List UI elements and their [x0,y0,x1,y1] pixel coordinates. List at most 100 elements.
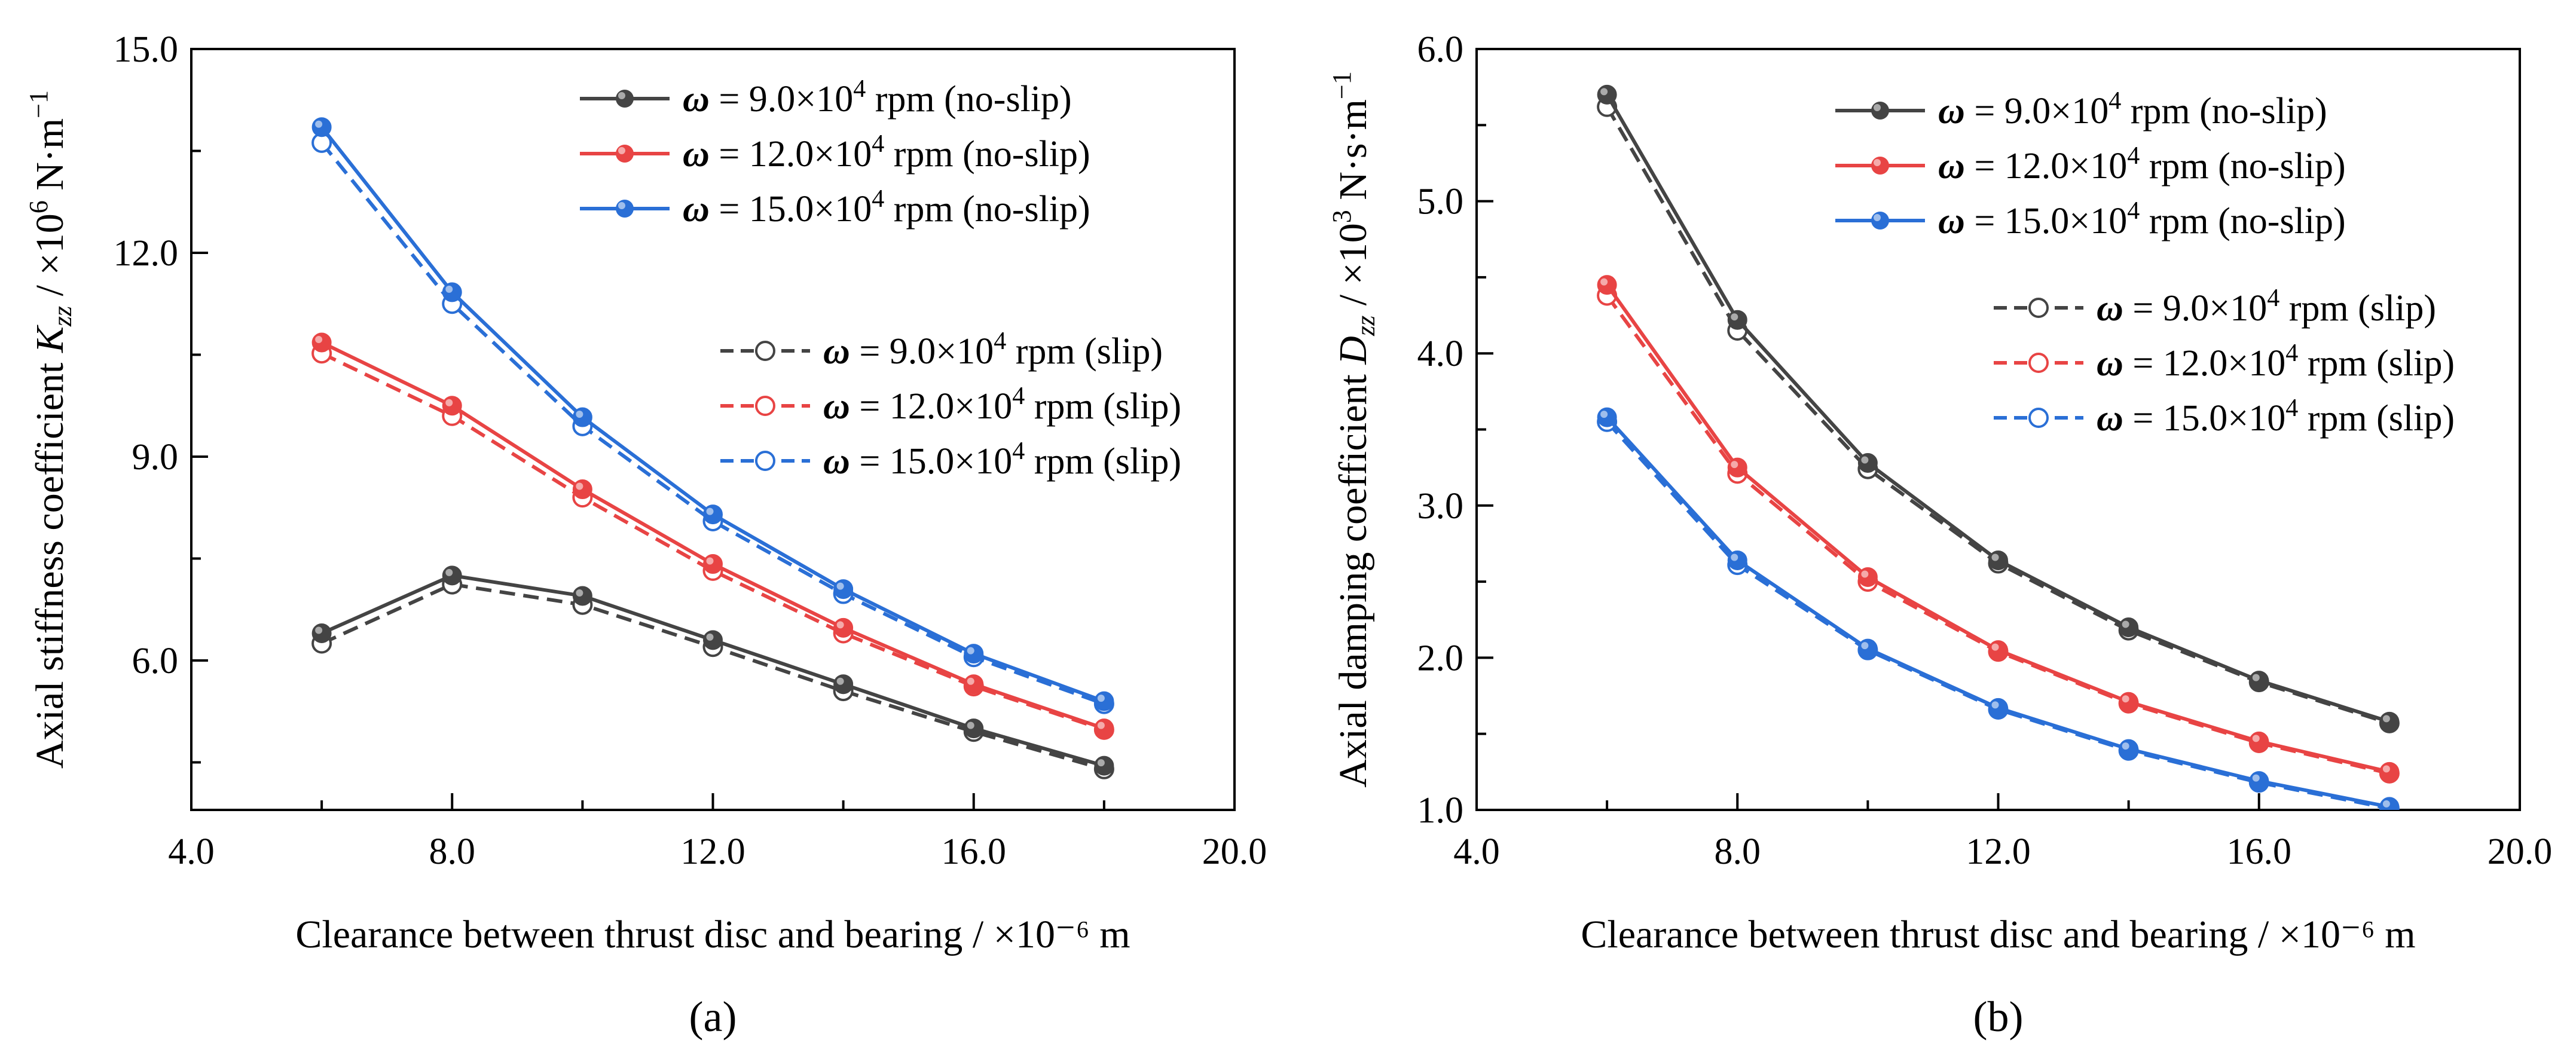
data-point-filled [311,623,332,643]
point-highlight [2122,620,2129,628]
point-highlight [2252,774,2260,782]
data-point-filled [2119,739,2139,759]
legend-item: ω = 15.0×104 rpm (slip) [1994,394,2455,439]
data-point-filled [1988,550,2008,570]
point-fill [703,630,723,650]
data-point-filled [1597,84,1617,105]
point-fill [442,282,462,302]
legend-marker-open [2028,353,2049,373]
data-point-filled [1597,407,1617,427]
point-highlight [1097,721,1105,729]
data-point-filled [1857,567,1878,587]
point-highlight [1600,411,1608,418]
point-highlight [1861,570,1869,578]
point-fill [1857,638,1878,659]
point-highlight [1861,642,1869,650]
point-fill [2249,731,2269,751]
point-fill [1094,691,1114,711]
point-fill [2379,761,2400,782]
legend-marker-open [755,451,775,471]
plot-area [311,117,1114,779]
legend-label: ω = 15.0×104 rpm (slip) [823,438,1181,482]
point-fill [1094,718,1114,739]
data-point-filled [572,586,592,606]
x-tick-label: 4.0 [168,831,215,872]
panel-a: 4.0 8.0 12.0 16.0 20.0 6.0 9.0 12.0 15.0 Clearanc… [24,29,1267,1041]
y-tick-label: 6.0 [1417,29,1464,70]
point-fill [964,718,984,739]
data-point-filled [442,282,462,302]
data-point-filled [442,565,462,586]
point-fill [2379,711,2400,732]
point-fill [1094,756,1114,776]
point-fill [1857,567,1878,587]
point-highlight [315,120,323,128]
legend-item: ω = 12.0×104 rpm (slip) [720,383,1181,427]
y-axis: 1.0 2.0 3.0 4.0 5.0 6.0 [1417,29,1493,831]
y-tick-label: 4.0 [1417,334,1464,374]
point-fill [833,617,854,638]
data-point-filled [2119,617,2139,637]
point-highlight [315,336,323,344]
data-point-filled [703,504,723,525]
data-point-filled [442,396,462,416]
point-highlight [445,399,453,406]
legend-marker-filled [1871,157,1889,175]
point-fill [1988,698,2008,718]
legend-label: ω = 9.0×104 rpm (slip) [2097,285,2436,329]
legend-marker-filled [1871,212,1889,230]
point-fill [572,407,592,427]
point-highlight [967,721,974,729]
data-point-filled [1988,640,2008,660]
data-point-filled [2379,797,2400,810]
x-axis-title: Clearance between thrust disc and bearin… [1581,913,2415,956]
series-line-slip-5 [1605,420,2390,810]
x-tick-label: 20.0 [1202,831,1267,872]
y-axis-title: Axial stiffness coefficient Kzz / ×106 N… [24,90,77,769]
series-line-noslip-2 [1605,416,2390,809]
data-point-filled [703,554,723,574]
point-fill [311,332,332,353]
point-highlight [576,589,583,597]
legend-label: ω = 12.0×104 rpm (no-slip) [1938,142,2346,186]
legend-marker-open [755,341,775,361]
legend-item: ω = 9.0×104 rpm (no-slip) [580,75,1072,120]
legend-slip: ω = 9.0×104 rpm (slip) ω = 12.0×104 rpm (… [1994,285,2455,439]
legend-label: ω = 15.0×104 rpm (no-slip) [683,185,1090,230]
point-fill [1988,550,2008,570]
y-tick-label: 9.0 [132,437,179,478]
x-tick-label: 4.0 [1453,831,1500,872]
x-tick-label: 12.0 [680,831,745,872]
point-highlight [576,411,583,418]
legend-slip: ω = 9.0×104 rpm (slip) ω = 12.0×104 rpm (… [720,328,1181,482]
legend-label: ω = 12.0×104 rpm (no-slip) [683,130,1090,175]
data-point-filled [2249,671,2269,691]
legend-marker-highlight [618,147,625,154]
point-fill [1597,84,1617,105]
panel-label: (b) [1973,993,2024,1041]
legend-marker-highlight [1874,159,1881,166]
point-fill [1727,457,1747,478]
panel-b: 4.0 8.0 12.0 16.0 20.0 1.0 2.0 3.0 4.0 5.0 6.0 Clea… [1327,29,2552,1041]
point-highlight [315,626,323,634]
point-highlight [445,568,453,576]
point-fill [442,396,462,416]
point-fill [964,674,984,695]
legend-item: ω = 15.0×104 rpm (no-slip) [1835,197,2346,241]
point-fill [1727,550,1747,570]
point-highlight [1991,701,1999,709]
data-point-filled [1857,638,1878,659]
point-fill [1727,310,1747,330]
point-highlight [445,285,453,293]
legend-noslip: ω = 9.0×104 rpm (no-slip) ω = 12.0×104 rp… [580,75,1090,230]
legend-label: ω = 9.0×104 rpm (no-slip) [683,75,1072,120]
legend-marker-highlight [1874,104,1881,111]
point-fill [833,579,854,600]
point-highlight [2382,765,2390,773]
point-highlight [1097,695,1105,702]
legend-item: ω = 15.0×104 rpm (slip) [720,438,1181,482]
point-highlight [836,621,844,629]
point-fill [442,565,462,586]
data-point-filled [1094,756,1114,776]
legend-marker-highlight [1874,214,1881,221]
